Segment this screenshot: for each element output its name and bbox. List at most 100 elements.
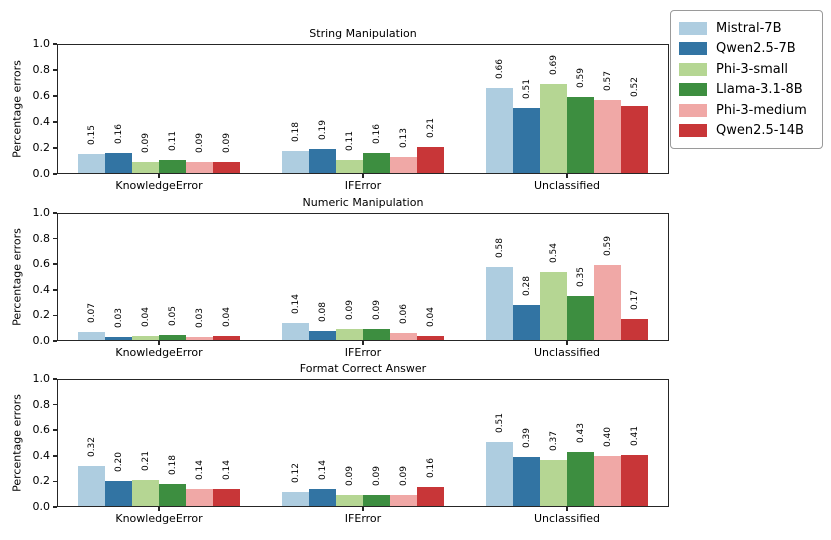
chart-title-numeric-manipulation: Numeric Manipulation — [302, 196, 424, 209]
y-tick-label: 0.6 — [32, 257, 51, 271]
y-tick-label: 0.0 — [32, 334, 51, 347]
bar-value-label: 0.14 — [221, 459, 232, 481]
y-tick-mark — [52, 289, 57, 291]
bar-qwen2-5-7b-iferror — [309, 149, 336, 174]
bar-value-label: 0.20 — [113, 451, 124, 473]
y-tick-label: 0.2 — [32, 474, 51, 488]
bar-phi-3-small-iferror — [336, 329, 363, 341]
legend-item-mistral-7b: Mistral-7B — [679, 18, 814, 39]
chart-title-format-correct-answer: Format Correct Answer — [299, 362, 427, 375]
bar-value-label: 0.37 — [548, 430, 559, 452]
bar-mistral-7b-knowledgeerror — [78, 154, 105, 174]
bar-qwen2-5-14b-unclassified — [621, 455, 648, 507]
bar-value-label: 0.14 — [290, 293, 301, 315]
bar-value-label: 0.09 — [398, 465, 409, 487]
legend-item-phi-3-medium: Phi-3-medium — [679, 100, 814, 121]
bar-value-label: 0.03 — [113, 307, 124, 329]
bar-qwen2-5-7b-iferror — [309, 489, 336, 507]
bar-value-label: 0.09 — [140, 132, 151, 154]
x-tick-mark — [566, 507, 568, 511]
legend-swatch-icon — [679, 42, 707, 56]
bar-value-label: 0.51 — [494, 412, 505, 434]
bar-value-label: 0.09 — [371, 299, 382, 321]
legend-label: Mistral-7B — [716, 20, 782, 36]
bar-qwen2-5-14b-unclassified — [621, 319, 648, 341]
bar-value-label: 0.16 — [113, 123, 124, 145]
bar-value-label: 0.12 — [290, 462, 301, 484]
bar-value-label: 0.07 — [86, 302, 97, 324]
bar-value-label: 0.43 — [575, 422, 586, 444]
legend-swatch-icon — [679, 83, 707, 97]
legend: Mistral-7B Qwen2.5-7B Phi-3-small Llama-3.1… — [670, 10, 823, 149]
y-tick-label: 1.0 — [32, 372, 51, 385]
bar-qwen2-5-7b-knowledgeerror — [105, 481, 132, 507]
bar-mistral-7b-knowledgeerror — [78, 332, 105, 341]
bar-mistral-7b-knowledgeerror — [78, 466, 105, 507]
bar-qwen2-5-7b-knowledgeerror — [105, 153, 132, 174]
y-tick-label: 0.8 — [32, 231, 51, 245]
y-tick-mark — [52, 95, 57, 97]
bar-value-label: 0.18 — [167, 454, 178, 476]
bar-llama-3-1-8b-knowledgeerror — [159, 484, 186, 507]
y-tick-mark — [52, 480, 57, 483]
bar-value-label: 0.04 — [140, 306, 151, 328]
bar-value-label: 0.40 — [602, 426, 613, 448]
x-tick-label-iferror: IFError — [344, 512, 382, 525]
bar-qwen2-5-14b-iferror — [417, 336, 444, 341]
bar-value-label: 0.11 — [167, 130, 178, 152]
bar-value-label: 0.14 — [194, 459, 205, 481]
bar-value-label: 0.09 — [371, 465, 382, 487]
bar-value-label: 0.15 — [86, 124, 97, 146]
legend-label: Qwen2.5-14B — [716, 123, 804, 139]
y-tick-mark — [52, 506, 57, 508]
y-tick-mark — [52, 455, 57, 457]
y-tick-mark — [52, 212, 57, 214]
y-tick-mark — [52, 121, 57, 123]
x-tick-label-unclassified: Unclassified — [533, 346, 601, 359]
y-tick-label: 0.2 — [32, 141, 51, 154]
bar-qwen2-5-14b-knowledgeerror — [213, 336, 240, 341]
x-tick-label-knowledgeerror: KnowledgeError — [115, 346, 203, 359]
bar-llama-3-1-8b-iferror — [363, 153, 390, 174]
legend-label: Llama-3.1-8B — [716, 82, 803, 98]
x-tick-label-unclassified: Unclassified — [533, 512, 601, 525]
y-tick-label: 0.4 — [32, 282, 51, 296]
bar-value-label: 0.32 — [86, 436, 97, 458]
y-tick-mark — [52, 237, 57, 240]
legend-swatch-icon — [679, 124, 707, 138]
bar-value-label: 0.66 — [494, 58, 505, 80]
x-tick-mark — [362, 507, 364, 511]
bar-llama-3-1-8b-unclassified — [567, 296, 594, 341]
bar-phi-3-medium-unclassified — [594, 456, 621, 507]
bar-qwen2-5-7b-unclassified — [513, 305, 540, 341]
bar-value-label: 0.59 — [602, 235, 613, 257]
y-tick-mark — [52, 314, 57, 317]
bar-value-label: 0.28 — [521, 275, 532, 297]
bar-phi-3-medium-iferror — [390, 333, 417, 341]
bar-phi-3-medium-knowledgeerror — [186, 337, 213, 341]
bar-value-label: 0.05 — [167, 305, 178, 327]
y-tick-mark — [52, 147, 57, 149]
legend-swatch-icon — [679, 62, 707, 76]
bar-llama-3-1-8b-unclassified — [567, 452, 594, 507]
y-tick-label: 1.0 — [32, 206, 51, 219]
bar-mistral-7b-iferror — [282, 492, 309, 507]
bar-value-label: 0.69 — [548, 54, 559, 76]
bar-qwen2-5-7b-iferror — [309, 331, 336, 341]
x-axis-line — [57, 505, 669, 507]
bar-phi-3-medium-knowledgeerror — [186, 489, 213, 507]
y-tick-label: 0.0 — [32, 167, 51, 180]
legend-swatch-icon — [679, 21, 707, 35]
y-tick-mark — [52, 429, 57, 431]
bar-phi-3-medium-unclassified — [594, 265, 621, 341]
legend-label: Phi-3-small — [716, 61, 788, 77]
bar-llama-3-1-8b-knowledgeerror — [159, 160, 186, 174]
bar-value-label: 0.35 — [575, 266, 586, 288]
y-tick-mark — [52, 69, 57, 71]
bar-value-label: 0.16 — [371, 123, 382, 145]
legend-item-qwen2-5-7b: Qwen2.5-7B — [679, 39, 814, 60]
bar-mistral-7b-iferror — [282, 323, 309, 341]
x-tick-mark — [566, 341, 568, 345]
bar-llama-3-1-8b-iferror — [363, 495, 390, 507]
bar-value-label: 0.21 — [140, 450, 151, 472]
